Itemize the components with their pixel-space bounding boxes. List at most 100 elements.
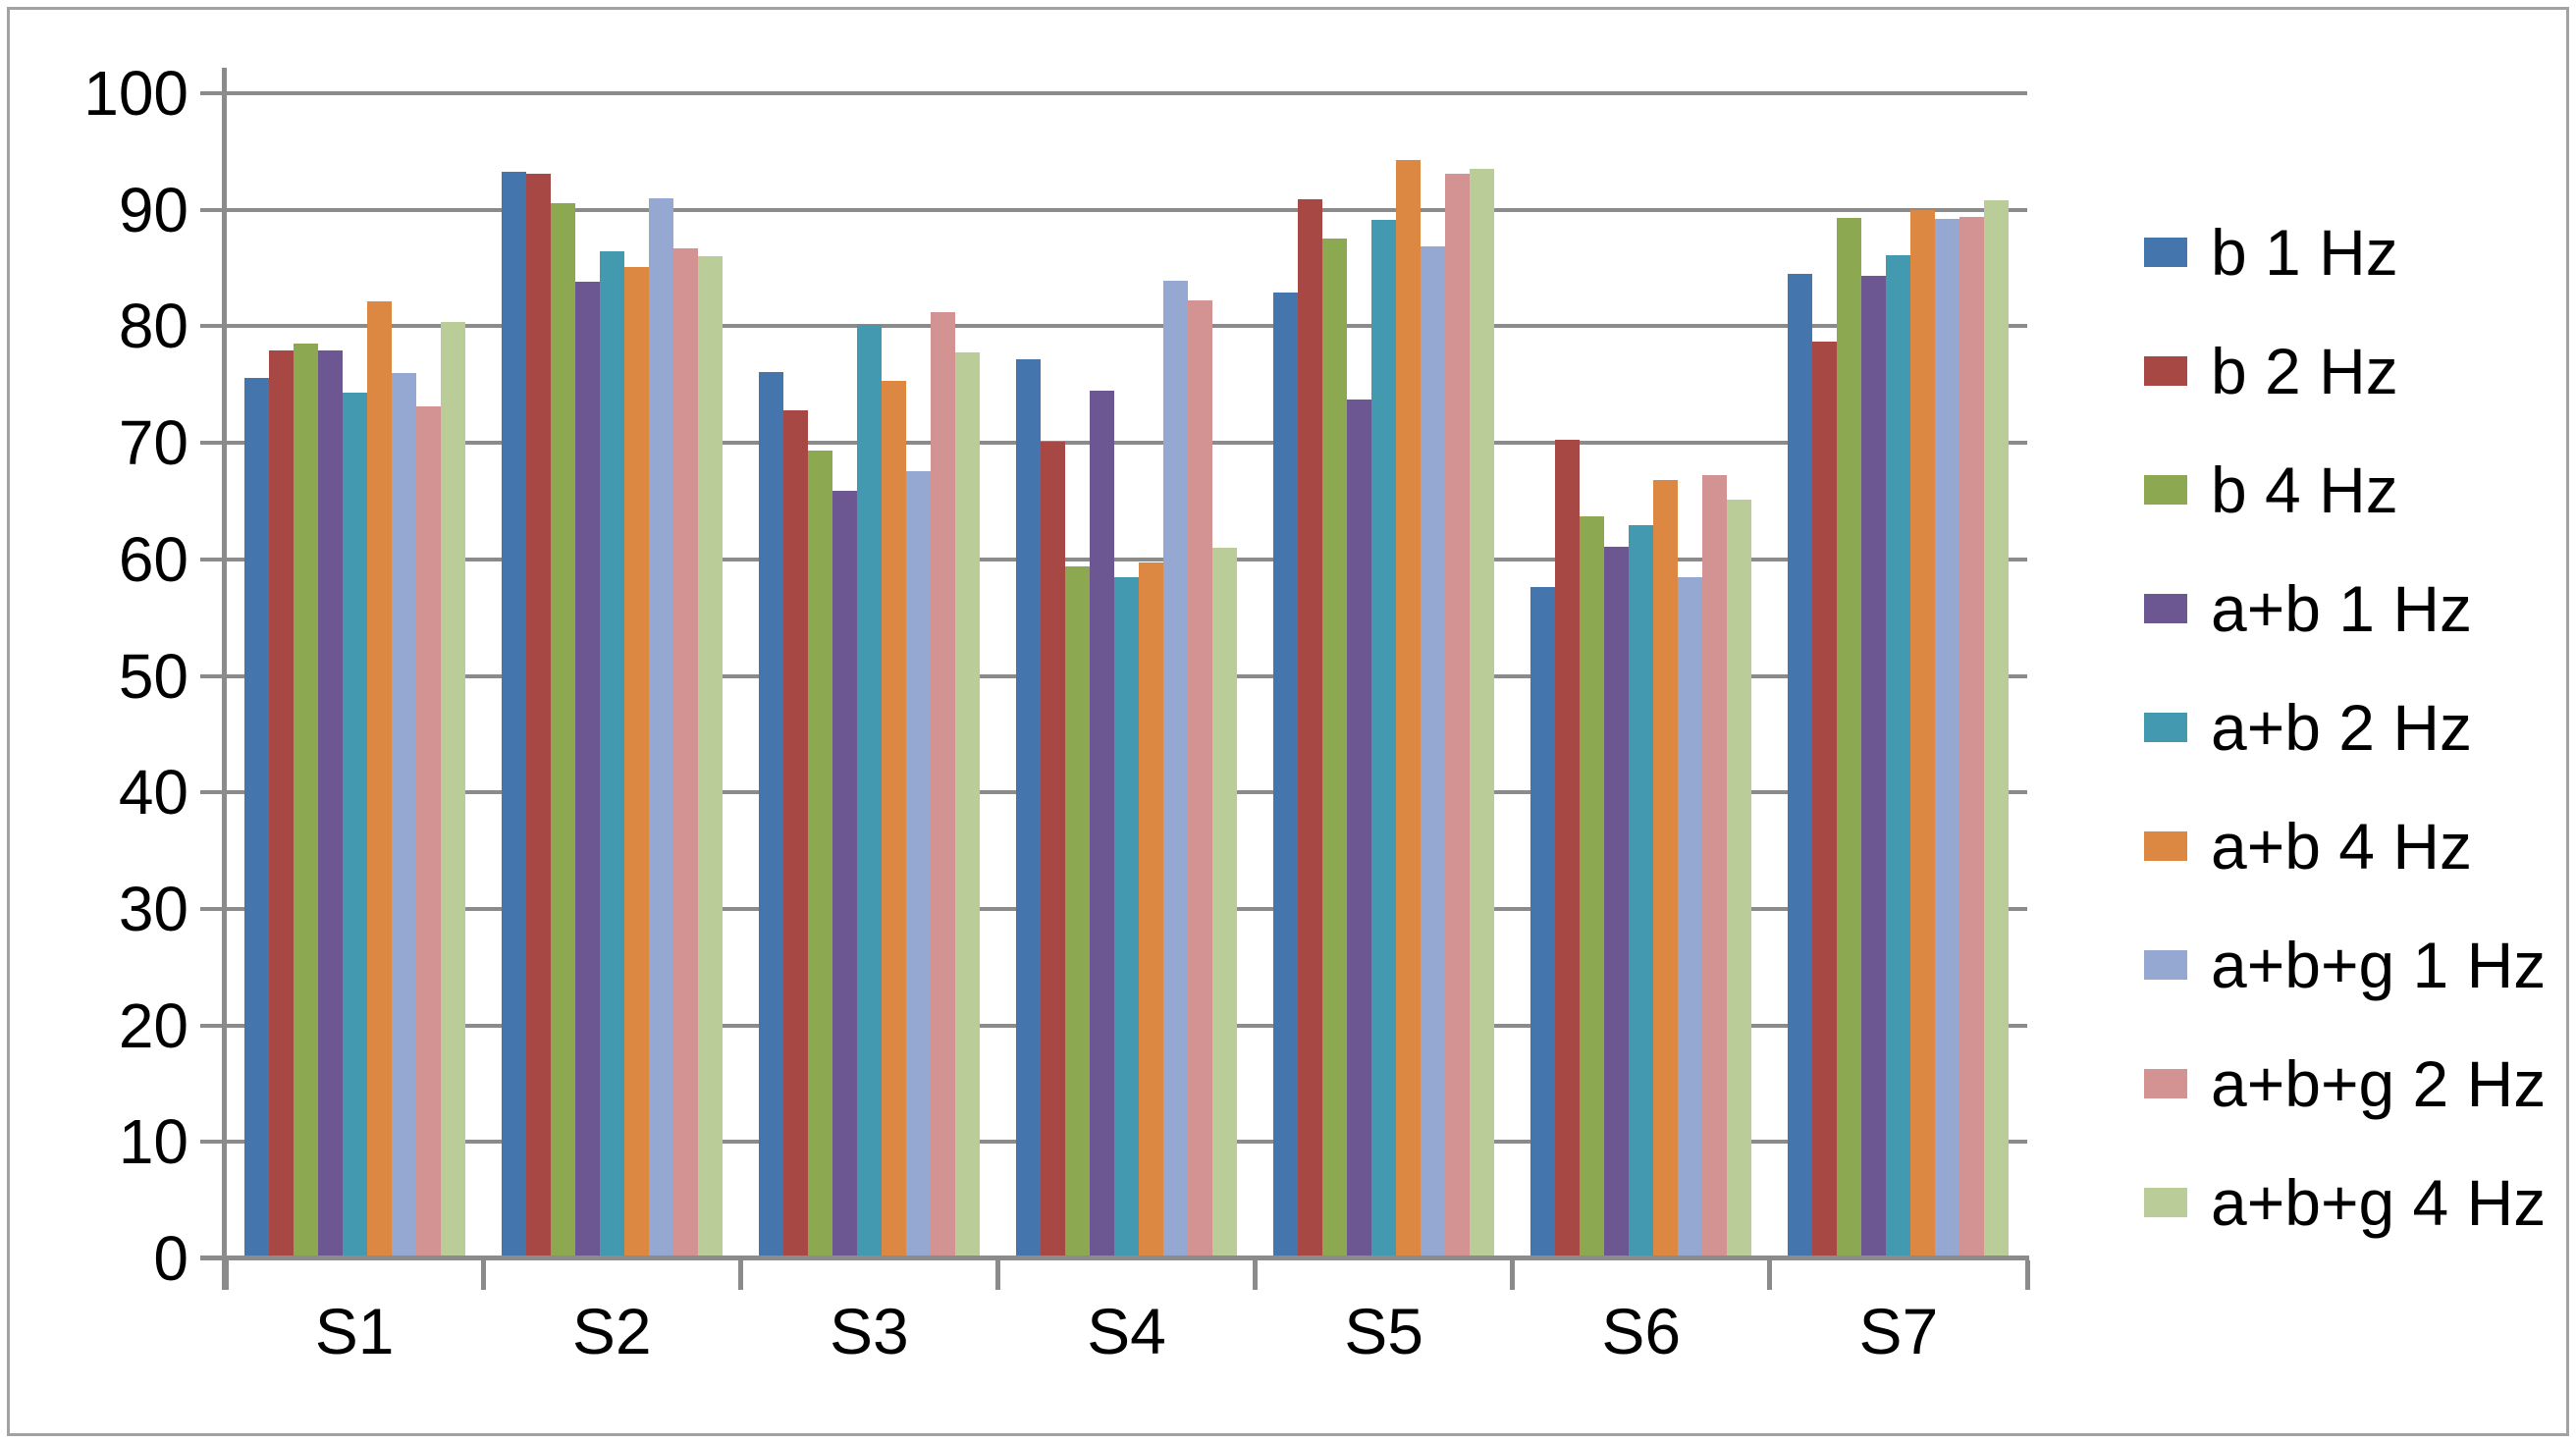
x-tick-label: S2 — [571, 1295, 652, 1367]
legend-swatch — [2144, 1068, 2187, 1098]
legend-label: a+b+g 4 Hz — [2211, 1165, 2547, 1239]
y-tick-label: 50 — [118, 640, 188, 712]
bar — [1064, 565, 1090, 1258]
bar — [1604, 546, 1630, 1258]
bar — [342, 393, 367, 1258]
bar — [672, 247, 698, 1258]
bar — [881, 381, 906, 1258]
gridline — [200, 207, 2027, 212]
bar — [1678, 576, 1703, 1258]
bar — [1298, 199, 1323, 1258]
y-tick-label: 30 — [118, 873, 188, 944]
bar — [648, 197, 673, 1258]
bar — [1040, 441, 1065, 1258]
y-tick-label: 0 — [153, 1223, 188, 1294]
gridline — [200, 324, 2027, 329]
x-axis-tick — [994, 1260, 1000, 1290]
bar — [317, 350, 343, 1258]
legend-label: a+b+g 1 Hz — [2211, 928, 2547, 1001]
bar — [1445, 173, 1471, 1258]
legend-swatch — [2144, 949, 2187, 980]
x-tick-label: S6 — [1601, 1295, 1682, 1367]
bar — [599, 251, 624, 1258]
bar — [930, 312, 955, 1258]
bar — [1555, 439, 1581, 1258]
bar — [366, 301, 392, 1258]
x-tick-label: S7 — [1858, 1295, 1939, 1367]
bar — [623, 266, 649, 1258]
bar — [550, 202, 575, 1258]
bar — [1138, 562, 1163, 1258]
plot-area — [200, 68, 2030, 1290]
x-tick-label: S1 — [314, 1295, 395, 1367]
bar — [1837, 218, 1862, 1258]
bar — [905, 470, 931, 1258]
x-axis-tick — [2024, 1260, 2030, 1290]
bar — [782, 409, 808, 1258]
bar-group-S4 — [997, 93, 1255, 1258]
legend-swatch — [2144, 355, 2187, 386]
y-tick-label: 60 — [118, 523, 188, 595]
y-axis-line — [222, 68, 227, 1290]
bar — [1187, 300, 1212, 1258]
y-tick-label: 40 — [118, 757, 188, 828]
legend-item: a+b+g 2 Hz — [2144, 1024, 2546, 1143]
y-tick-label: 10 — [118, 1106, 188, 1178]
bar — [832, 490, 857, 1258]
bar — [415, 406, 441, 1258]
legend-swatch — [2144, 830, 2187, 861]
bar — [440, 321, 465, 1258]
legend-item: a+b+g 4 Hz — [2144, 1143, 2546, 1261]
bar — [1861, 276, 1887, 1258]
bar — [1421, 245, 1446, 1258]
bar-group-S2 — [483, 93, 740, 1258]
bar — [1629, 525, 1654, 1258]
y-tick-label: 70 — [118, 407, 188, 479]
legend-label: a+b 2 Hz — [2211, 690, 2472, 764]
x-axis-tick — [1767, 1260, 1773, 1290]
bar — [1727, 500, 1752, 1258]
bar — [574, 282, 600, 1258]
bar-group-S3 — [740, 93, 997, 1258]
legend-label: a+b 1 Hz — [2211, 571, 2472, 645]
bar — [525, 173, 551, 1258]
bar — [1886, 255, 1911, 1258]
x-tick-label: S4 — [1087, 1295, 1166, 1367]
bar — [1812, 341, 1838, 1258]
x-axis-tick — [223, 1260, 229, 1290]
bar — [1530, 587, 1556, 1258]
bar-group-S7 — [1770, 93, 2027, 1258]
legend-item: b 2 Hz — [2144, 311, 2546, 430]
y-tick-label: 20 — [118, 989, 188, 1061]
legend-label: a+b 4 Hz — [2211, 809, 2472, 882]
x-axis-tick — [480, 1260, 486, 1290]
bar — [1910, 209, 1936, 1258]
legend-item: a+b+g 1 Hz — [2144, 905, 2546, 1024]
gridline — [200, 91, 2027, 95]
bar — [1959, 216, 1985, 1258]
legend-label: b 1 Hz — [2211, 215, 2398, 289]
x-axis-tick — [1510, 1260, 1516, 1290]
bar — [1322, 239, 1348, 1258]
legend-label: b 4 Hz — [2211, 453, 2398, 526]
bar — [293, 344, 318, 1258]
bar-group-S1 — [226, 93, 483, 1258]
x-tick-label: S5 — [1344, 1295, 1423, 1367]
bar — [954, 351, 980, 1258]
legend-swatch — [2144, 593, 2187, 623]
bar — [856, 325, 882, 1258]
bar — [1273, 292, 1299, 1258]
bar — [1653, 480, 1679, 1258]
legend-item: a+b 4 Hz — [2144, 786, 2546, 905]
bar — [1347, 400, 1372, 1258]
legend-swatch — [2144, 712, 2187, 742]
legend-swatch — [2144, 237, 2187, 267]
bar — [807, 451, 832, 1258]
bar — [1935, 219, 1960, 1258]
x-tick-label: S3 — [829, 1295, 909, 1367]
bar — [243, 377, 269, 1258]
legend-label: b 2 Hz — [2211, 334, 2398, 407]
bar — [1113, 576, 1139, 1258]
bar — [1984, 200, 2010, 1258]
